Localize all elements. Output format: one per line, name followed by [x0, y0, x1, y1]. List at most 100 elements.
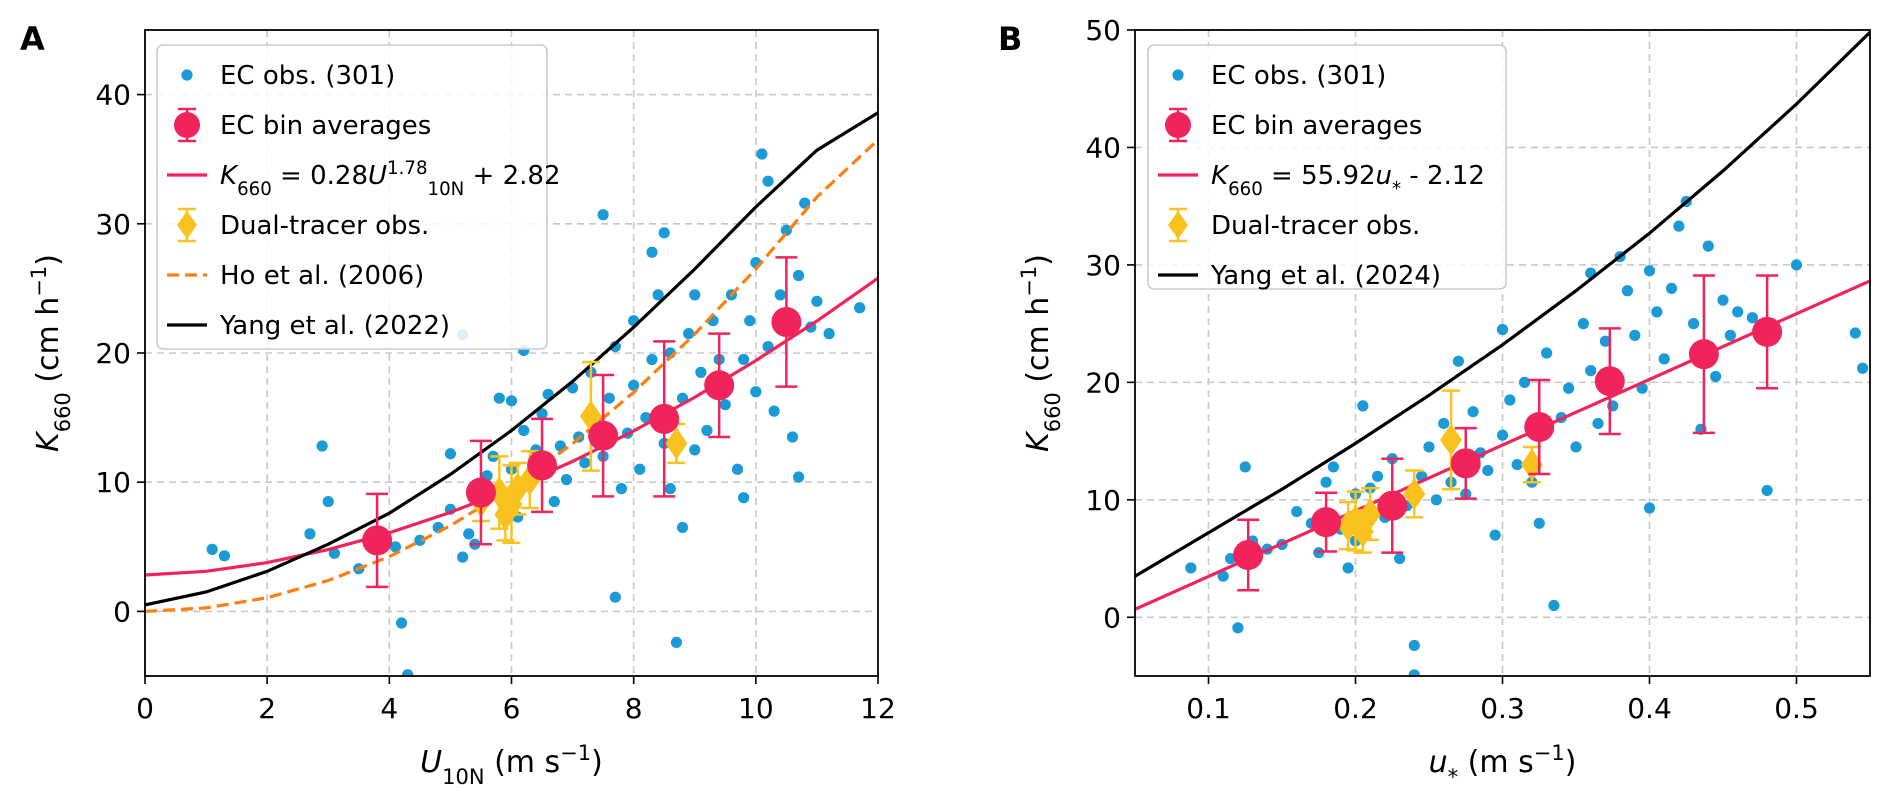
- ec-obs-point: [792, 471, 805, 483]
- ec-obs-point: [328, 547, 340, 559]
- ec-obs-point: [823, 328, 835, 340]
- ec-obs-point: [1710, 370, 1722, 383]
- dual-tracer-point: [1440, 423, 1463, 456]
- y-tick-label: 0: [113, 595, 131, 628]
- legend-marker-diamond: [1168, 211, 1188, 239]
- legend: EC obs. (301) EC bin averages K660 = 0.28U…: [156, 44, 561, 350]
- ec-obs-point: [1320, 476, 1332, 488]
- bin-average-point: [1688, 339, 1719, 370]
- ec-obs-point: [1585, 365, 1597, 377]
- ec-obs-point: [1408, 669, 1420, 676]
- ec-obs-point: [560, 474, 573, 486]
- ec-obs-point: [1563, 382, 1575, 394]
- ec-obs-point: [1732, 306, 1744, 318]
- x-tick-label: 8: [625, 692, 643, 725]
- legend-label: Yang et al. (2022): [219, 311, 450, 341]
- ec-obs-point: [774, 289, 786, 301]
- bin-average-point: [1594, 366, 1625, 397]
- ec-obs-point: [603, 392, 615, 404]
- ec-obs-point: [1658, 353, 1670, 365]
- x-tick-label: 10: [738, 692, 774, 725]
- y-axis-label: K660 (cm h−1): [27, 254, 75, 452]
- ec-obs-point: [854, 302, 866, 314]
- ec-obs-point: [1570, 441, 1582, 453]
- ec-obs-point: [1511, 458, 1523, 471]
- ec-obs-point: [1857, 362, 1869, 374]
- ec-obs-point: [1702, 240, 1714, 252]
- ec-obs-point: [615, 483, 628, 495]
- bin-average-point: [1524, 411, 1555, 442]
- bin-average-point: [704, 370, 735, 401]
- ec-obs-point: [762, 175, 774, 187]
- ec-obs-point: [414, 534, 426, 546]
- ec-obs-point: [493, 392, 505, 404]
- ec-obs-point: [597, 209, 609, 221]
- panel-label: A: [20, 20, 45, 58]
- ec-obs-point: [1651, 306, 1663, 318]
- y-tick-label: 10: [95, 466, 131, 499]
- y-tick-label: 30: [1085, 249, 1121, 282]
- ec-obs-point: [640, 412, 652, 424]
- panel-label: B: [998, 20, 1022, 58]
- dual-tracer-point: [1520, 448, 1543, 481]
- ec-obs-point: [811, 295, 823, 307]
- ec-obs-point: [1643, 265, 1656, 277]
- ec-obs-point: [1673, 220, 1685, 232]
- ec-obs-point: [1357, 400, 1369, 412]
- dual-tracer-point: [665, 427, 688, 460]
- ec-obs-point: [389, 541, 402, 553]
- ec-obs-point: [548, 495, 560, 508]
- bin-average-point: [527, 450, 558, 481]
- ec-obs-point: [738, 492, 750, 504]
- ec-obs-point: [218, 550, 231, 562]
- ec-obs-point: [1371, 470, 1384, 482]
- ec-obs-point: [444, 448, 457, 460]
- x-axis-label: u* (m s−1): [1429, 741, 1577, 789]
- ec-obs-point: [505, 395, 518, 407]
- ec-obs-point: [634, 463, 646, 475]
- ec-obs-point: [1541, 347, 1553, 359]
- ec-obs-point: [1482, 464, 1494, 477]
- ec-obs-point: [676, 521, 689, 534]
- ec-obs-point: [1518, 376, 1531, 388]
- dual-tracer-point: [1359, 497, 1382, 530]
- ec-obs-point: [1342, 562, 1354, 574]
- y-tick-label: 40: [1085, 131, 1121, 164]
- ec-obs-point: [1592, 417, 1604, 430]
- ec-obs-point: [1327, 461, 1340, 473]
- ec-obs-point: [786, 431, 799, 443]
- ec-obs-point: [719, 399, 731, 411]
- y-tick-label: 20: [95, 337, 131, 370]
- ec-obs-point: [1533, 517, 1545, 529]
- legend-label: EC obs. (301): [220, 61, 395, 91]
- y-tick-label: 10: [1085, 484, 1121, 517]
- x-tick-label: 0.1: [1186, 692, 1231, 725]
- x-tick-label: 0.5: [1774, 692, 1819, 725]
- fit-curve: [1135, 31, 1870, 578]
- legend-label: EC bin averages: [220, 111, 431, 141]
- ec-obs-point: [1467, 406, 1479, 418]
- ec-obs-point: [750, 386, 762, 398]
- legend-label: K660 = 55.92u* - 2.12: [1211, 161, 1485, 200]
- ec-obs-point: [670, 636, 683, 649]
- ec-obs-point: [402, 669, 414, 676]
- bin-average-point: [649, 403, 680, 434]
- y-tick-label: 30: [95, 208, 131, 241]
- ec-obs-point: [1217, 570, 1229, 582]
- legend: EC obs. (301) EC bin averages K660 = 55.92…: [1147, 44, 1507, 291]
- ec-obs-point: [1394, 552, 1406, 565]
- plot-area: [145, 111, 878, 676]
- legend-marker-dot: [181, 69, 193, 81]
- bin-average-point: [465, 477, 496, 508]
- ec-obs-point: [1185, 562, 1197, 574]
- legend-marker-bin: [174, 112, 200, 138]
- ec-obs-point: [1746, 312, 1758, 324]
- bin-average-point: [1233, 540, 1264, 571]
- ec-obs-point: [628, 379, 640, 391]
- dual-tracer-point: [1403, 477, 1426, 510]
- y-tick-label: 40: [95, 79, 131, 112]
- fit-curve: [145, 111, 878, 607]
- ec-obs-point: [1621, 285, 1634, 297]
- ec-obs-point: [1232, 622, 1244, 634]
- ec-obs-point: [689, 289, 701, 301]
